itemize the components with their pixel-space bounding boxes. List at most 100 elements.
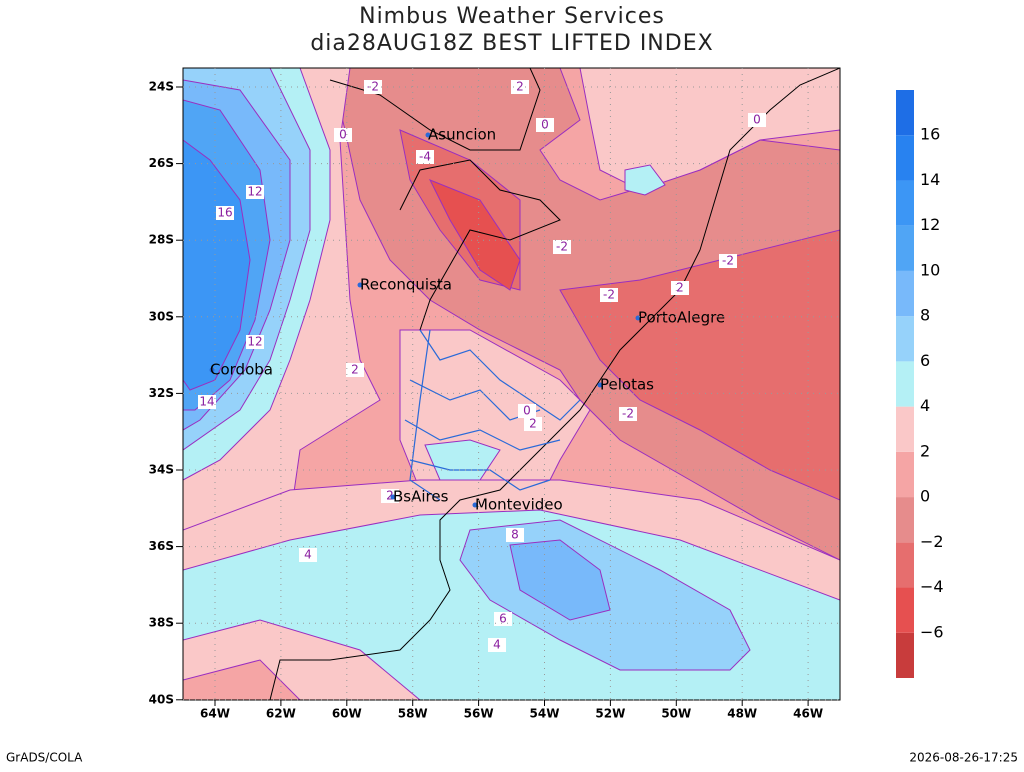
city-dot [209,367,215,373]
colorbar-tick-label: 6 [920,351,930,370]
contour-label-bg [246,185,264,199]
contour-label: -2 [367,80,379,94]
city-label: Reconquista [360,276,452,294]
colorbar-band [896,587,914,633]
colorbar-tick-label: −2 [920,532,944,551]
contour-label-bg [334,128,352,142]
coastline [269,68,840,700]
city-dot [357,282,363,288]
lat-tick-label: 30S [149,309,174,323]
cities: Asuncion Reconquista PortoAlegre Cordoba Pel… [209,126,725,514]
colorbar-tick-label: 14 [920,170,940,189]
city-label: Pelotas [600,376,654,394]
lon-tick-label: 58W [398,707,428,721]
colorbar-band [896,316,914,362]
colorbar-tick-label: 10 [920,260,940,279]
colorbar-tick-label: −4 [920,577,944,596]
lon-tick-label: 48W [727,707,757,721]
colorbar-tick-label: 4 [920,396,930,415]
city-dot [390,494,396,500]
contour-label-bg [506,528,524,542]
colorbar-tick-label: 8 [920,306,930,325]
city-dot [472,502,478,508]
footer-left: GrADS/COLA [6,751,83,765]
colorbar-band [896,225,914,271]
city-dot [597,382,603,388]
contour-label-bg [494,612,512,626]
contour-label-bg [524,417,542,431]
contour-label-bg [719,254,737,268]
contour-label: -2 [722,254,734,268]
contour-label: 0 [339,128,347,142]
contour-label-bg [488,638,506,652]
colorbar-band [896,90,914,136]
lon-tick-label: 62W [266,707,296,721]
contour-label-bg [600,288,618,302]
lat-tick-label: 34S [149,463,174,477]
colorbar-band [896,270,914,317]
contour-label: 4 [493,638,501,652]
lon-tick-label: 46W [793,707,823,721]
contour-label-bg [416,150,434,164]
contour-label: 4 [304,548,312,562]
contour-label-bg [381,489,399,503]
lon-tick-label: 52W [595,707,625,721]
contour-label: 12 [247,335,262,349]
contour-label-bg [246,335,264,349]
subtitle: dia28AUG18Z BEST LIFTED INDEX [310,31,713,56]
colorbar-band [896,406,914,452]
contour-label-bg [671,281,689,295]
contour-label: 2 [676,281,684,295]
contour-label: 16 [217,206,232,220]
contour-label-bg [364,80,382,94]
footer-right: 2026-08-26-17:25 [909,751,1018,765]
colorbar-band [896,361,914,407]
colorbar-band [896,135,914,181]
contour-label-bg [299,548,317,562]
contour-label: 2 [529,417,537,431]
contour-label-bg [619,407,637,421]
colorbar-tick-label: 2 [920,441,930,460]
contour-label: -2 [556,240,568,254]
lon-tick-label: 54W [530,707,560,721]
contour-label: 14 [199,395,214,409]
city-label: Montevideo [475,496,563,514]
colorbar-tick-label: 16 [920,125,940,144]
title: Nimbus Weather Services [359,4,665,29]
lat-tick-label: 28S [149,233,174,247]
contour-label: -2 [603,288,615,302]
city-label: BsAires [393,488,449,506]
contour-label: 0 [541,118,549,132]
lat-tick-label: 24S [149,80,174,94]
lon-tick-label: 50W [661,707,691,721]
city-label: PortoAlegre [638,309,725,327]
colorbar-band [896,451,914,498]
contour-label: -4 [419,150,431,164]
lat-tick-label: 36S [149,539,174,553]
lon-tick-label: 60W [332,707,362,721]
lon-tick-label: 56W [464,707,494,721]
colorbar-band [896,180,914,226]
contour-label-bg [536,118,554,132]
contour-label-bg [346,363,364,377]
lon-tick-label: 64W [200,707,230,721]
contour-label: 8 [511,528,519,542]
colorbar-tick-label: 0 [920,487,930,506]
contour-label-bg [198,395,216,409]
contour-label: 2 [351,363,359,377]
contour-label-bg [518,404,536,418]
colorbar-band [896,542,914,588]
lat-tick-label: 32S [149,386,174,400]
lat-tick-label: 26S [149,156,174,170]
contour-label: -2 [622,407,634,421]
lat-tick-label: 38S [149,616,174,630]
contour-label: 12 [247,185,262,199]
city-dot [425,132,431,138]
contour-label-bg [553,240,571,254]
contour-label: 2 [386,489,394,503]
contour-label: 6 [499,612,507,626]
colorbar-band [896,632,914,678]
lat-tick-label: 40S [149,692,174,706]
